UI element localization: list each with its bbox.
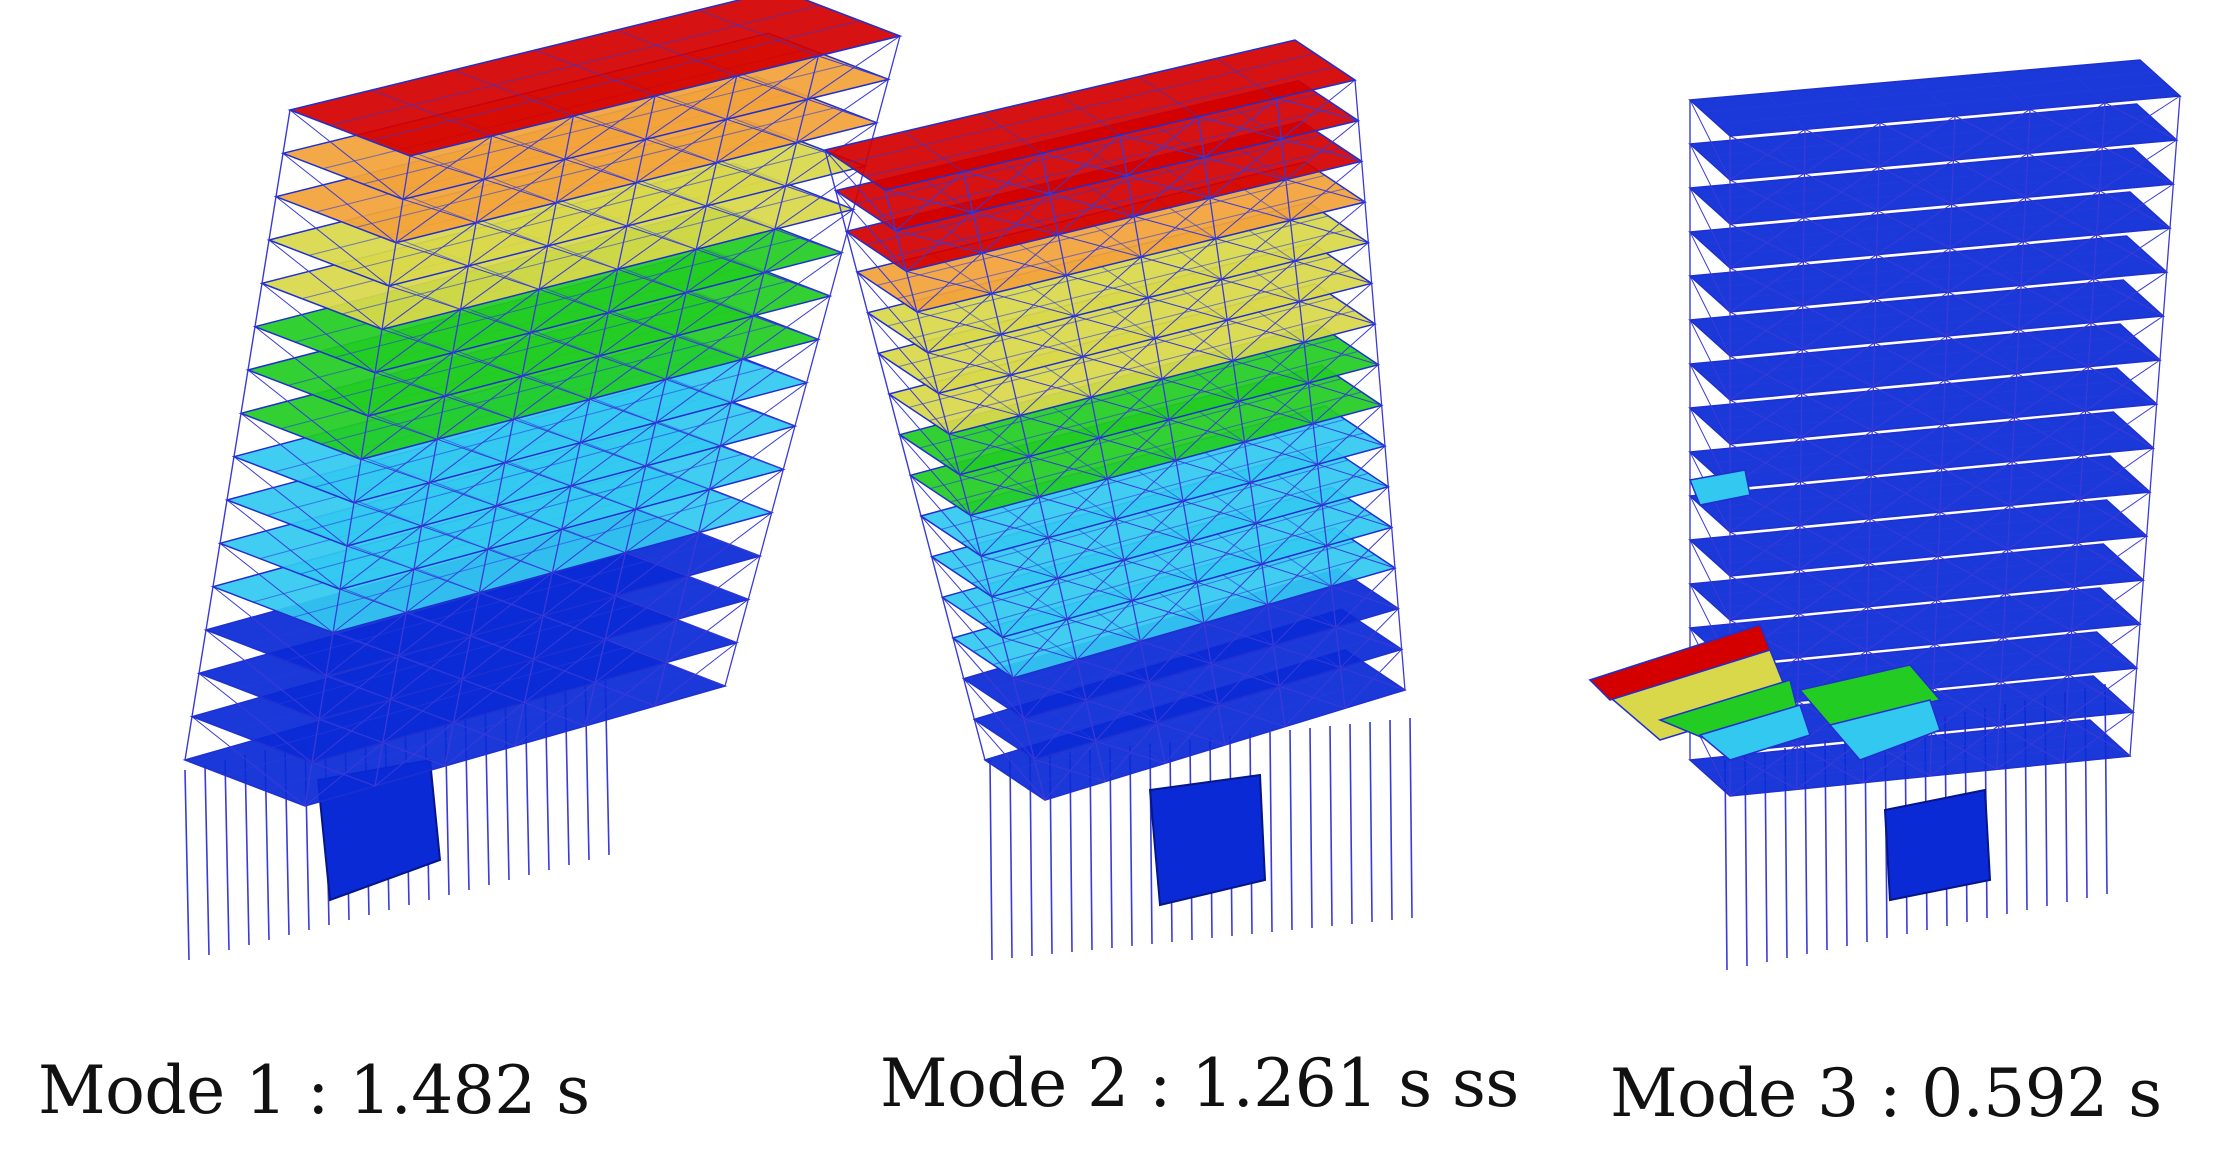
bracing-lines [834,120,1363,272]
pile-line [2104,683,2108,895]
bracing-lines [282,35,901,200]
bracing-lines [856,201,1369,354]
bracing-lines [247,252,843,417]
bracing-lines [898,364,1383,516]
pile-line [244,754,250,946]
bracing-lines [191,598,749,764]
bracing-lines [888,323,1379,476]
basement-block [1148,773,1267,907]
floor-slab [287,0,903,157]
mode-3-building-model [1588,59,2182,971]
pile-line [2084,687,2088,899]
bracing-lines [877,282,1376,435]
pile-line [1149,743,1153,945]
floor-slab [1688,323,2162,401]
pile-line [1309,727,1313,929]
bracing-lines [275,78,889,244]
pile-line [1109,747,1113,949]
bracing-lines [1689,359,2161,445]
floor-slab [1688,59,2182,137]
bracing-lines [1689,227,2171,313]
bracing-lines [973,648,1406,801]
pile-line [1289,729,1293,931]
pile-line [1349,723,1353,925]
basement-block [1883,788,1992,902]
bracing-lines [962,608,1403,760]
bracing-lines [909,404,1386,557]
pile-line [1389,719,1393,921]
bracing-lines [226,382,808,547]
bracing-lines [268,122,878,287]
pile-line [224,759,230,951]
bracing-lines [1689,95,2181,181]
floor-slab [823,39,1357,191]
bracing-lines [1689,491,2151,577]
bracing-lines [240,295,831,460]
pile-line [1269,731,1273,933]
deformed-wing [1588,469,1942,761]
bracing-lines [941,526,1396,679]
bracing-lines [198,555,761,720]
pile-line [1329,725,1333,927]
mode-1-caption: Mode 1 : 1.482 s [38,1052,590,1129]
bracing-lines [930,486,1393,638]
bracing-lines [952,567,1399,720]
mode-1-building-model [182,0,903,961]
bracing-lines [212,468,784,634]
bracing-lines [1689,183,2174,269]
bracing-lines [920,445,1389,598]
pile-line [1724,759,1728,971]
pile-line [184,769,190,961]
pile-line [1009,757,1013,959]
bracing-lines [1689,315,2164,401]
pile-line [989,759,993,961]
bracing-lines [184,642,738,807]
floor-slab [919,405,1387,557]
bracing-lines [261,165,866,330]
bracing-lines [254,208,854,374]
bracing-lines [824,79,1359,232]
pile-line [1409,717,1413,919]
bracing-lines [1689,139,2178,225]
pile-line [204,764,210,956]
bracing-lines [219,425,796,590]
mode-3-caption: Mode 3 : 0.592 s [1610,1055,2162,1132]
bracing-lines [1689,535,2148,621]
mode-2-building-model [823,39,1413,961]
bracing-lines [845,160,1366,313]
pile-line [1129,745,1133,947]
pile-line [1369,721,1373,923]
bracing-lines [205,512,773,677]
bracing-lines [233,338,819,504]
bracing-lines [1689,271,2168,357]
bracing-lines [866,242,1373,394]
mode-2-caption: Mode 2 : 1.261 s ss [880,1045,1519,1122]
